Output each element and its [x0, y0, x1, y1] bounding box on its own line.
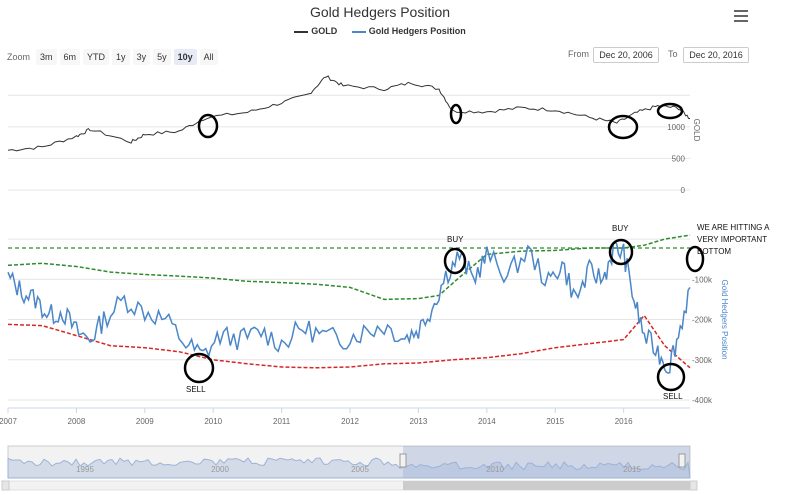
bottom-highlight-circle-2 — [183, 352, 215, 384]
series-line-lower-band — [7, 314, 691, 369]
bottom-y-axis-title: Gold Hedgers Position — [720, 280, 729, 360]
navigator-series-area — [7, 457, 691, 479]
legend-swatch-gold — [294, 30, 309, 33]
zoom-button-1y[interactable]: 1y — [112, 49, 130, 65]
zoom-button-10y[interactable]: 10y — [173, 49, 197, 65]
top-y-tick-1: 500 — [672, 154, 686, 163]
annotation-label-4: WE ARE HITTING A — [697, 223, 770, 232]
x-tick-label-7: 2014 — [478, 417, 496, 426]
navigator-tick-label-3: 2010 — [486, 465, 504, 474]
scrollbar-thumb[interactable] — [403, 481, 690, 490]
zoom-button-3m[interactable]: 3m — [36, 49, 57, 65]
zoom-button-all[interactable]: All — [199, 49, 218, 65]
series-line-upper-band — [7, 234, 691, 301]
scrollbar-right-arrow-icon[interactable] — [689, 480, 698, 491]
x-tick-label-1: 2008 — [68, 417, 86, 426]
hamburger-menu-icon[interactable] — [734, 10, 748, 22]
legend-item-hedgers[interactable]: Gold Hedgers Position — [351, 26, 466, 36]
annotation-label-3: SELL — [663, 392, 683, 401]
bottom-highlight-circle-0 — [443, 247, 467, 275]
zoom-button-5y[interactable]: 5y — [153, 49, 171, 65]
bottom-highlight-circle-3 — [656, 362, 686, 392]
top-y-tick-2: 1000 — [667, 123, 685, 132]
navigator-handle-right[interactable] — [678, 453, 686, 468]
annotation-label-1: BUY — [612, 224, 629, 233]
top-y-tick-0: 0 — [681, 186, 686, 195]
x-tick-label-5: 2012 — [341, 417, 359, 426]
navigator-selected-range — [403, 446, 690, 478]
zoom-label: Zoom — [7, 52, 31, 62]
from-label: From — [568, 49, 589, 59]
annotation-label-0: BUY — [447, 235, 464, 244]
zoom-button-3y[interactable]: 3y — [132, 49, 151, 65]
from-date-input[interactable]: Dec 20, 2006 — [593, 47, 659, 63]
bottom-y-tick-0: -100k — [692, 275, 713, 284]
top-y-axis-title: GOLD — [692, 119, 701, 142]
bottom-y-tick-2: -300k — [692, 356, 713, 365]
legend-swatch-hedgers — [351, 30, 366, 33]
annotation-label-5: VERY IMPORTANT — [697, 235, 767, 244]
x-tick-label-2: 2009 — [136, 417, 154, 426]
scrollbar-left-arrow-icon[interactable] — [1, 480, 10, 491]
legend-item-gold[interactable]: GOLD — [294, 26, 337, 36]
to-label: To — [668, 49, 678, 59]
bottom-highlight-circle-1 — [608, 238, 634, 266]
chart-title: Gold Hedgers Position — [309, 4, 451, 20]
bottom-y-tick-3: -400k — [692, 396, 713, 405]
series-line-gold — [7, 75, 691, 152]
top-highlight-circle-1 — [449, 103, 463, 125]
x-tick-label-9: 2016 — [615, 417, 633, 426]
x-tick-label-4: 2011 — [273, 417, 291, 426]
navigator-tick-label-2: 2005 — [351, 465, 369, 474]
series-line-hedgers — [7, 240, 691, 374]
bottom-highlight-circle-4 — [685, 245, 705, 273]
zoom-button-ytd[interactable]: YTD — [83, 49, 110, 65]
navigator-tick-label-1: 2000 — [211, 465, 229, 474]
top-highlight-circle-2 — [607, 114, 639, 140]
legend-label-gold: GOLD — [311, 26, 338, 36]
top-highlight-circle-3 — [656, 102, 684, 120]
annotation-label-6: BOTTOM — [697, 247, 731, 256]
legend-label-hedgers: Gold Hedgers Position — [368, 26, 466, 36]
bottom-y-tick-1: -200k — [692, 316, 713, 325]
x-tick-label-8: 2015 — [546, 417, 564, 426]
navigator-tick-label-0: 1995 — [76, 465, 94, 474]
navigator-handle-left[interactable] — [399, 453, 407, 468]
legend: GOLD Gold Hedgers Position — [0, 26, 760, 36]
x-tick-label-0: 2007 — [0, 417, 17, 426]
to-date-input[interactable]: Dec 20, 2016 — [683, 47, 749, 63]
navigator-tick-label-4: 2015 — [623, 465, 641, 474]
annotation-label-2: SELL — [186, 385, 206, 394]
x-tick-label-6: 2013 — [410, 417, 428, 426]
x-tick-label-3: 2010 — [204, 417, 222, 426]
zoom-button-6m[interactable]: 6m — [59, 49, 81, 65]
zoom-toolbar: Zoom 3m 6m YTD 1y 3y 5y 10y All — [7, 49, 221, 65]
top-highlight-circle-0 — [197, 113, 219, 139]
